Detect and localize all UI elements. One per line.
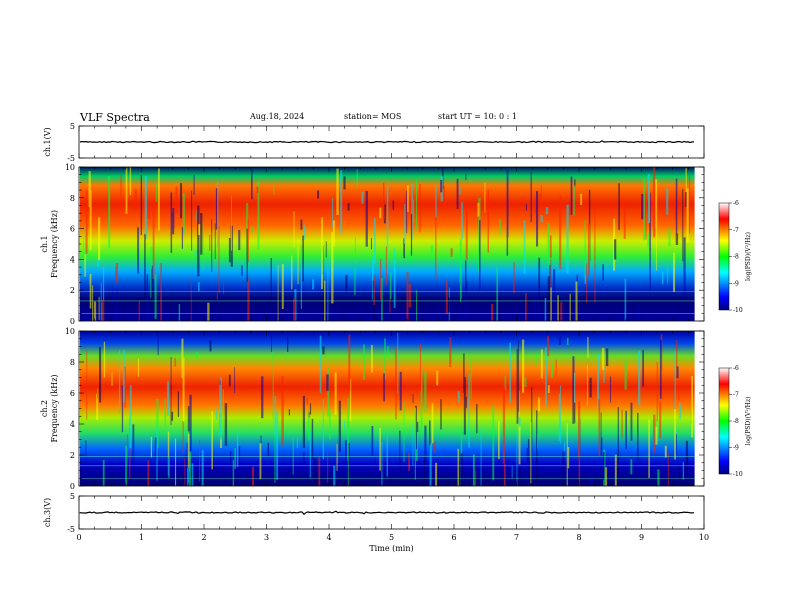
x-tick-label: 2 [201,533,206,542]
y-tick-label: 10 [65,327,75,336]
y-tick-label: 5 [70,492,75,501]
colorbar-tick-label: -8 [733,418,739,425]
colorbar-label: log(PSD)(V²/Hz) [745,397,752,446]
x-tick-label: 6 [451,533,456,542]
colorbar-tick-label: -10 [733,307,743,314]
y-axis-label: Frequency (kHz) [50,210,59,278]
colorbar-tick-label: -7 [733,392,739,399]
waveform-trace [79,140,695,144]
x-axis-label: Time (min) [369,544,413,553]
chart-title: VLF Spectra [80,111,150,124]
colorbar-tick-label: -7 [733,227,739,234]
y-tick-label: 2 [70,451,75,460]
colorbar [718,367,730,475]
y-tick-label: 10 [65,163,75,172]
colorbar-label: log(PSD)(V²/Hz) [745,232,752,281]
y-tick-label: 0 [70,482,75,491]
x-tick-label: 5 [389,533,394,542]
y-axis-label: ch.2 [40,400,49,417]
y-tick-label: 8 [70,358,75,367]
start-time-label: start UT = 10: 0 : 1 [438,112,517,121]
y-tick-label: 6 [70,389,75,398]
y-axis-label: ch.1 [40,235,49,252]
y-tick-label: 5 [70,122,75,131]
x-tick-label: 10 [699,533,709,542]
y-tick-label: 2 [70,286,75,295]
colorbar-tick-label: -10 [733,471,743,478]
y-axis-label: ch.1(V) [43,127,52,156]
colorbar-tick-label: -6 [733,365,739,372]
x-tick-label: 7 [514,533,519,542]
colorbar-tick-label: -8 [733,254,739,261]
x-tick-label: 9 [639,533,644,542]
y-tick-label: 8 [70,194,75,203]
station-label: station= MOS [344,112,402,121]
x-tick-label: 8 [576,533,581,542]
date-label: Aug.18, 2024 [250,112,305,121]
y-tick-label: 6 [70,225,75,234]
y-tick-label: 4 [70,255,75,264]
x-tick-label: 0 [76,533,81,542]
y-tick-label: -5 [67,154,75,163]
spectrogram-texture [83,167,690,321]
y-axis-label: Frequency (kHz) [50,374,59,442]
y-tick-label: -5 [67,525,75,534]
y-tick-label: 0 [70,317,75,326]
colorbar-tick-label: -6 [733,200,739,207]
x-tick-label: 4 [326,533,331,542]
y-axis-label: ch.3(V) [43,498,52,527]
waveform-trace [79,510,695,516]
x-tick-label: 1 [139,533,144,542]
colorbar-tick-label: -9 [733,280,739,287]
y-tick-label: 4 [70,420,75,429]
colorbar [718,202,730,311]
colorbar-tick-label: -9 [733,445,739,452]
x-tick-label: 3 [264,533,269,542]
